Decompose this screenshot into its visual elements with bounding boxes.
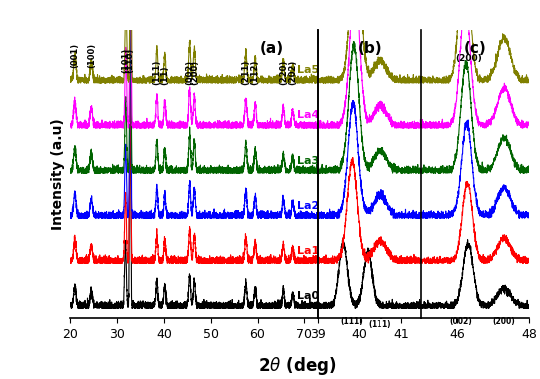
Text: (112): (112) bbox=[251, 60, 260, 85]
Text: (110): (110) bbox=[126, 48, 134, 73]
Text: (202): (202) bbox=[288, 60, 297, 85]
Text: (200): (200) bbox=[455, 54, 482, 63]
Text: (111): (111) bbox=[152, 60, 161, 85]
Text: La5: La5 bbox=[298, 66, 320, 75]
Text: (c): (c) bbox=[464, 41, 487, 56]
Text: (111): (111) bbox=[340, 317, 363, 326]
Text: La3: La3 bbox=[298, 155, 320, 166]
Text: (211): (211) bbox=[241, 60, 251, 85]
Text: (101): (101) bbox=[121, 48, 130, 73]
Text: La4: La4 bbox=[298, 111, 320, 121]
Text: (001): (001) bbox=[70, 43, 79, 68]
Text: (a): (a) bbox=[260, 41, 284, 56]
Text: (200): (200) bbox=[190, 60, 199, 85]
Text: La1: La1 bbox=[298, 246, 320, 256]
Text: (b): (b) bbox=[357, 41, 382, 56]
Text: (1$\bar{1}$1): (1$\bar{1}$1) bbox=[368, 317, 392, 331]
Text: (11): (11) bbox=[160, 66, 170, 85]
Y-axis label: Intensity (a.u): Intensity (a.u) bbox=[51, 119, 65, 230]
Text: La2: La2 bbox=[298, 200, 320, 211]
Text: (220): (220) bbox=[279, 60, 288, 85]
Text: (200): (200) bbox=[492, 317, 516, 326]
Text: (002): (002) bbox=[185, 60, 194, 85]
Text: 2$\theta$ (deg): 2$\theta$ (deg) bbox=[258, 356, 336, 377]
Text: (100): (100) bbox=[87, 43, 96, 68]
Text: La0: La0 bbox=[298, 291, 320, 301]
Text: (002): (002) bbox=[450, 317, 472, 326]
